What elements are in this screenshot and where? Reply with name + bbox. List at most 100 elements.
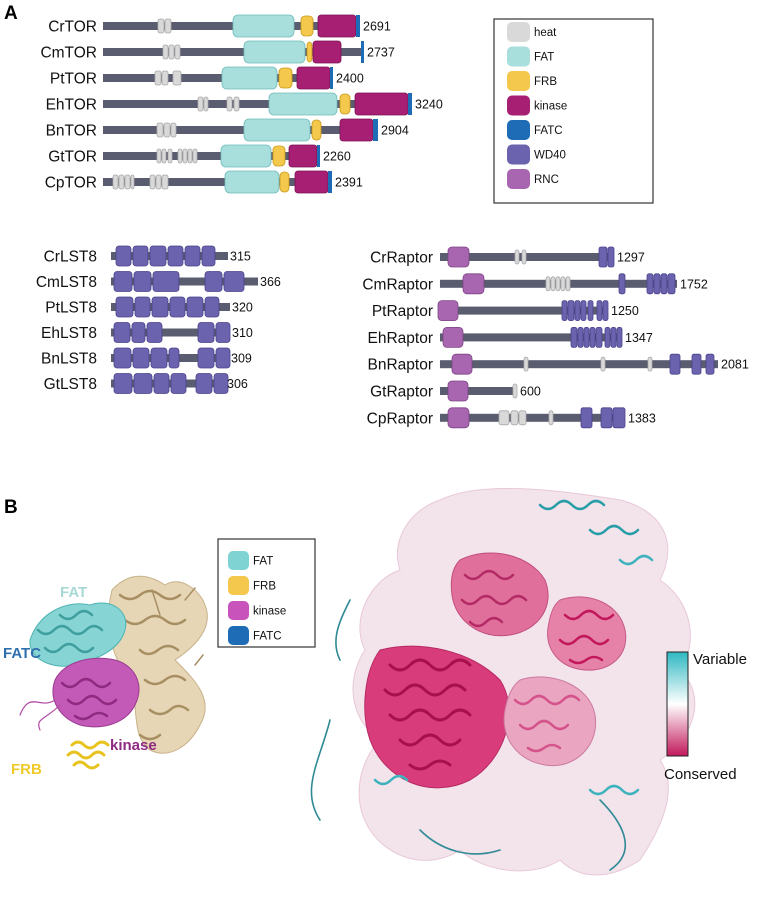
kinase-domain (339, 118, 374, 142)
wd40-domain (197, 322, 215, 343)
heat-domain (182, 148, 188, 164)
wd40-domain (204, 271, 223, 292)
heat-domain (548, 410, 554, 426)
protein-name: BnRaptor (368, 357, 433, 374)
fatc-domain (373, 119, 378, 141)
rnc-domain (451, 353, 473, 375)
lst8-row: CmLST8 366 (36, 271, 281, 292)
fat-domain (232, 14, 295, 38)
heat-domain (545, 276, 551, 292)
wd40-domain (113, 322, 131, 343)
wd40-domain (167, 245, 184, 267)
wd40-domain (131, 322, 146, 343)
wd40-domain (580, 300, 587, 322)
backbone (103, 22, 360, 30)
fatc-domain (330, 67, 333, 89)
protein-name: BnLST8 (41, 351, 97, 368)
wd40-domain (577, 326, 584, 348)
legend-entry-label: FRB (253, 581, 276, 593)
tor-row: CrTOR 2691 (48, 14, 391, 38)
wd40-domain (570, 326, 578, 348)
structure-domain-legend: FAT FRB kinase FATC (217, 538, 316, 648)
heat-domain (170, 122, 177, 138)
wd40-domain (133, 373, 153, 394)
protein-name: CpTOR (45, 175, 97, 192)
frb-region (66, 740, 110, 770)
fat-label: FAT (60, 584, 87, 601)
wd40-domain (215, 347, 231, 369)
raptor-row: GtRaptor 600 (370, 380, 541, 402)
kinase-domain (312, 40, 342, 64)
tor-row: EhTOR 3240 (46, 92, 443, 116)
wd40-domain (170, 373, 187, 394)
legend-entry-label: FATC (253, 631, 282, 643)
heat-domain (187, 148, 193, 164)
raptor-lst8-region (107, 575, 208, 754)
heat-domain (518, 410, 527, 426)
protein-length: 1347 (625, 331, 653, 345)
wd40-domain (197, 347, 215, 369)
backbone (440, 333, 622, 342)
legend-swatch (228, 601, 249, 620)
kinase-domain (296, 66, 331, 90)
lst8-row: GtLST8 306 (44, 373, 248, 394)
rnc-domain (462, 273, 485, 295)
wd40-domain (574, 300, 581, 322)
wd40-domain (223, 271, 245, 292)
heat-domain (510, 410, 519, 426)
backbone (103, 48, 364, 56)
legend-swatch (228, 551, 249, 570)
backbone (440, 253, 614, 261)
protein-length: 309 (231, 352, 252, 366)
legend-swatch (507, 144, 530, 165)
heat-domain (192, 148, 198, 164)
heat-domain (164, 18, 172, 34)
wd40-domain (646, 273, 654, 295)
wd40-domain (607, 246, 615, 268)
tor-row: GtTOR 2260 (48, 144, 351, 168)
wd40-domain (567, 300, 575, 322)
protein-name: CmLST8 (36, 274, 97, 291)
backbone (103, 126, 378, 134)
heat-domain (514, 249, 520, 265)
wd40-domain (184, 245, 201, 267)
wd40-domain (133, 271, 152, 292)
heat-domain (161, 148, 167, 164)
kinase-label: kinase (110, 737, 157, 754)
wd40-domain (612, 407, 626, 429)
frb-domain (311, 119, 322, 141)
rnc-domain (447, 407, 470, 429)
backbone (440, 360, 718, 369)
legend-swatch (228, 626, 249, 645)
wd40-domain (561, 300, 568, 322)
protein-name: EhTOR (46, 97, 97, 114)
protein-length: 2081 (721, 358, 749, 372)
wd40-domain (201, 245, 216, 267)
protein-length: 2391 (335, 176, 363, 190)
backbone (111, 328, 230, 337)
heat-domain (168, 44, 175, 60)
protein-name: CrTOR (48, 19, 97, 36)
legend-entry-label: FAT (253, 556, 273, 568)
lst8-row: BnLST8 309 (41, 347, 252, 369)
frb-domain (300, 15, 314, 37)
backbone (440, 387, 517, 395)
wd40-domain (146, 322, 163, 343)
rnc-domain (447, 246, 470, 268)
frb-domain (306, 41, 313, 63)
heat-domain (174, 44, 181, 60)
protein-length: 366 (260, 275, 281, 289)
protein-name: EhRaptor (368, 330, 433, 347)
heat-domain (163, 122, 171, 138)
frb-domain (339, 93, 351, 115)
heat-domain (118, 174, 125, 190)
tor-domain-architectures: CrTOR 2691 CmTOR 2737 PtTOR 2400 EhTOR 3240 BnTO… (40, 14, 443, 194)
wd40-domain (598, 246, 608, 268)
wd40-domain (600, 407, 613, 429)
wd40-domain (589, 326, 596, 348)
tor-row: PtTOR 2400 (50, 66, 364, 90)
heat-domain (155, 174, 162, 190)
legend-swatch (507, 120, 530, 140)
heat-domain (161, 70, 169, 86)
fat-domain (224, 170, 280, 194)
